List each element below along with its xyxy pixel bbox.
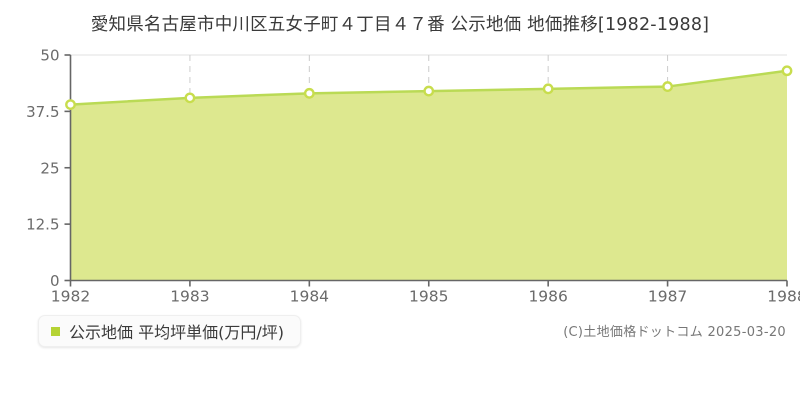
area-fill-path <box>70 70 787 281</box>
y-tick-label: 25 <box>40 159 59 177</box>
x-tick-label: 1984 <box>290 288 329 306</box>
x-tick-label: 1986 <box>528 288 567 306</box>
y-tick-label: 12.5 <box>26 216 59 234</box>
y-tick-label: 50 <box>40 47 59 65</box>
x-tick-label: 1988 <box>767 288 800 306</box>
x-axis-ticks-group: 1982 1983 1984 1985 1986 1987 1988 <box>51 280 800 306</box>
data-point-marker[interactable] <box>781 65 793 77</box>
data-point-markers-group <box>65 65 793 111</box>
legend[interactable]: 公示地価 平均坪単価(万円/坪) <box>38 315 301 347</box>
data-point-marker[interactable] <box>542 83 554 95</box>
data-point-marker[interactable] <box>184 92 196 104</box>
x-tick-label: 1982 <box>51 288 90 306</box>
chart-title: 愛知県名古屋市中川区五女子町４丁目４７番 公示地価 地価推移[1982-1988… <box>90 15 710 35</box>
copyright-notice: (C)土地価格ドットコム 2025-03-20 <box>563 325 786 340</box>
x-tick-label: 1985 <box>409 288 448 306</box>
data-point-marker[interactable] <box>662 81 673 92</box>
y-axis-ticks-group: 0 12.5 25 37.5 50 <box>26 47 71 290</box>
x-tick-label: 1987 <box>648 288 687 306</box>
y-tick-label: 37.5 <box>26 103 59 121</box>
legend-color-swatch <box>51 326 60 336</box>
data-point-marker[interactable] <box>423 85 435 97</box>
data-point-marker[interactable] <box>303 87 315 99</box>
legend-label: 公示地価 平均坪単価(万円/坪) <box>69 323 284 342</box>
y-tick-label: 0 <box>50 272 60 290</box>
data-point-marker[interactable] <box>65 99 76 111</box>
x-tick-label: 1983 <box>170 288 209 306</box>
